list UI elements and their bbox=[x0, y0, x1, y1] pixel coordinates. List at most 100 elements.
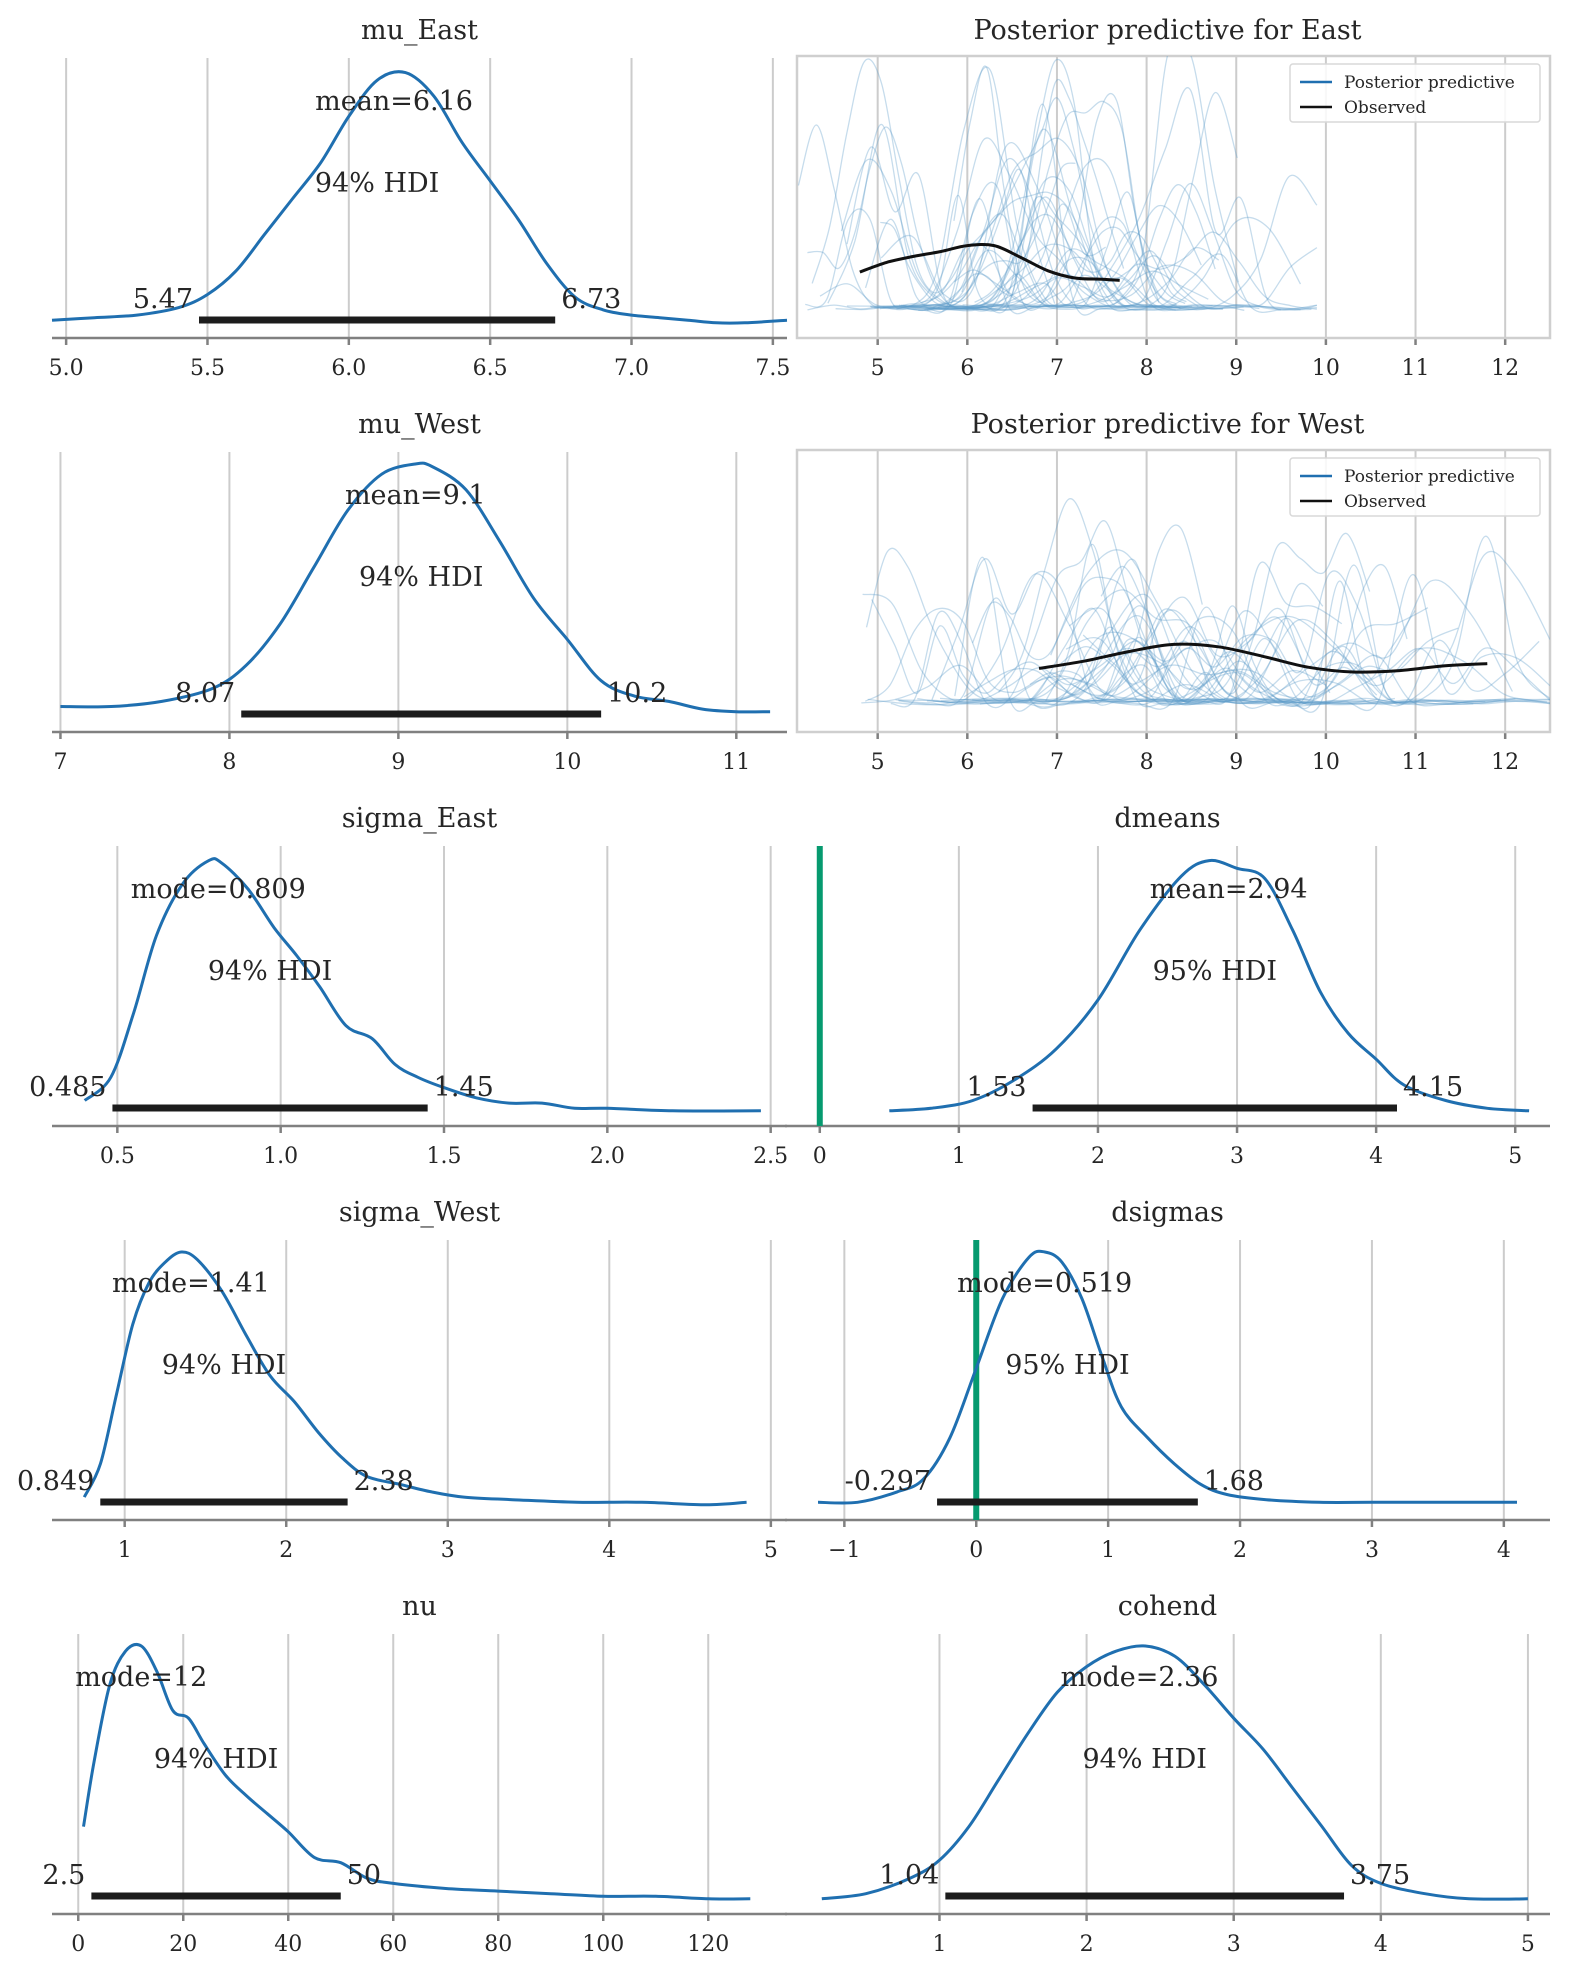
x-tick-label: 1 bbox=[932, 1932, 946, 1957]
posterior-predictive-line bbox=[1071, 570, 1474, 705]
x-tick-label: 1.0 bbox=[263, 1144, 298, 1169]
posterior-predictive-line bbox=[861, 652, 1327, 704]
x-tick-label: 6.0 bbox=[331, 356, 366, 381]
posterior-predictive-line bbox=[827, 123, 1205, 312]
x-tick-label: 11 bbox=[1402, 356, 1430, 381]
x-tick-label: 4 bbox=[602, 1538, 616, 1563]
panel-title: Posterior predictive for West bbox=[971, 409, 1365, 440]
x-tick-label: 5 bbox=[1521, 1932, 1535, 1957]
posterior-predictive-line bbox=[946, 243, 1301, 311]
x-tick-label: −1 bbox=[828, 1538, 860, 1563]
posterior-predictive-line bbox=[923, 174, 1318, 315]
observed-line bbox=[859, 242, 1120, 282]
x-tick-label: 8 bbox=[1140, 356, 1154, 381]
posterior-predictive-line bbox=[870, 196, 1199, 311]
hdi-label: 95% HDI bbox=[1005, 1350, 1129, 1381]
density-curve bbox=[60, 461, 771, 714]
legend: Posterior predictive Observed bbox=[1289, 63, 1541, 123]
panel-title: dsigmas bbox=[1111, 1197, 1224, 1228]
x-tick-label: 5 bbox=[764, 1538, 778, 1563]
point-estimate-label: mean=6.16 bbox=[315, 86, 473, 117]
x-tick-label: 3 bbox=[1230, 1144, 1244, 1169]
panel-ppc_west: Posterior predictive for West 5 6 7 8 9 10 11 12… bbox=[795, 409, 1552, 775]
density-curve bbox=[821, 1644, 1528, 1901]
panel-nu: nu 0 20 40 60 80 100 120 2.5 50 94% HDI mode=12 bbox=[42, 1591, 787, 1957]
posterior-predictive-line bbox=[921, 191, 1177, 309]
posterior-predictive-line bbox=[865, 547, 1159, 704]
panel-title: nu bbox=[402, 1591, 437, 1622]
posterior-predictive-line bbox=[1100, 564, 1408, 702]
posterior-predictive-line bbox=[892, 103, 1312, 316]
posterior-predictive-line bbox=[954, 184, 1216, 308]
posterior-predictive-line bbox=[864, 607, 1210, 705]
posterior-predictive-line bbox=[811, 58, 1056, 304]
hdi-lower-label: 8.07 bbox=[175, 678, 235, 709]
posterior-predictive-line bbox=[1005, 607, 1417, 707]
hdi-label: 94% HDI bbox=[359, 562, 483, 593]
observed-line bbox=[1038, 642, 1488, 674]
panel-mu_west: mu_West 7 8 9 10 11 8.07 10.2 94% HDI mean=9.1 bbox=[52, 409, 787, 775]
posterior-predictive-line bbox=[898, 524, 1203, 706]
panel-title: mu_West bbox=[358, 409, 481, 440]
posterior-predictive-line bbox=[961, 157, 1282, 311]
legend-box bbox=[1289, 457, 1541, 517]
x-tick-label: 2 bbox=[279, 1538, 293, 1563]
x-tick-label: 60 bbox=[379, 1932, 407, 1957]
x-tick-label: 7 bbox=[1050, 356, 1064, 381]
axes-frame bbox=[795, 448, 1552, 734]
hdi-lower-label: 2.5 bbox=[42, 1860, 85, 1891]
panel-title: mu_East bbox=[361, 15, 478, 46]
hdi-lower-label: 1.53 bbox=[966, 1072, 1026, 1103]
posterior-predictive-line bbox=[819, 249, 1209, 309]
hdi-lower-label: -0.297 bbox=[845, 1466, 931, 1497]
x-tick-label: 9 bbox=[391, 750, 405, 775]
legend-entry-predictive: Posterior predictive bbox=[1344, 73, 1515, 93]
posterior-predictive-line bbox=[797, 124, 1050, 311]
x-tick-label: 2 bbox=[1091, 1144, 1105, 1169]
posterior-predictive-line bbox=[1091, 550, 1550, 713]
legend: Posterior predictive Observed bbox=[1289, 457, 1541, 517]
x-tick-label: 1.5 bbox=[427, 1144, 462, 1169]
posterior-predictive-line bbox=[805, 203, 1106, 310]
x-tick-label: 40 bbox=[274, 1932, 302, 1957]
hdi-upper-label: 6.73 bbox=[561, 284, 621, 315]
x-tick-label: 120 bbox=[687, 1932, 729, 1957]
posterior-predictive-line bbox=[898, 93, 1177, 310]
x-tick-label: 2 bbox=[1233, 1538, 1247, 1563]
point-estimate-label: mode=0.809 bbox=[131, 874, 306, 905]
posterior-predictive-line bbox=[954, 231, 1317, 310]
posterior-predictive-line bbox=[895, 597, 1366, 710]
point-estimate-label: mode=2.36 bbox=[1061, 1662, 1219, 1693]
posterior-predictive-line bbox=[926, 92, 1238, 311]
posterior-predictive-line bbox=[1068, 573, 1550, 712]
posterior-predictive-line bbox=[880, 162, 1076, 307]
x-tick-label: 11 bbox=[722, 750, 750, 775]
panel-dmeans: dmeans 0 1 2 3 4 5 1.53 4.15 95% HDI mean=2.94 bbox=[785, 803, 1550, 1169]
posterior-predictive-line bbox=[807, 126, 1028, 311]
posterior-predictive-line bbox=[835, 248, 1245, 311]
posterior-predictive-line bbox=[880, 142, 1317, 311]
density-curve bbox=[83, 857, 761, 1113]
posterior-predictive-line bbox=[1082, 634, 1550, 705]
hdi-lower-label: 0.485 bbox=[29, 1072, 106, 1103]
x-tick-label: 3 bbox=[1365, 1538, 1379, 1563]
hdi-label: 94% HDI bbox=[208, 956, 332, 987]
posterior-predictive-line bbox=[864, 176, 1224, 310]
posterior-predictive-line bbox=[1045, 532, 1371, 708]
posterior-predictive-line bbox=[998, 498, 1331, 705]
panel-ppc_east: Posterior predictive for East 5 6 7 8 9 10 11 12… bbox=[795, 15, 1552, 381]
x-tick-label: 4 bbox=[1369, 1144, 1383, 1169]
density-curve bbox=[82, 1642, 751, 1901]
posterior-predictive-line bbox=[1072, 636, 1540, 707]
x-tick-label: 5 bbox=[1508, 1144, 1522, 1169]
x-tick-label: 2.0 bbox=[590, 1144, 625, 1169]
posterior-predictive-draws bbox=[861, 498, 1550, 713]
posterior-predictive-line bbox=[890, 520, 1225, 709]
x-tick-label: 100 bbox=[582, 1932, 624, 1957]
posterior-predictive-line bbox=[939, 579, 1513, 706]
panel-sigma_east: sigma_East 0.5 1.0 1.5 2.0 2.5 0.485 1.45 94% HD… bbox=[29, 803, 788, 1169]
x-tick-label: 6.5 bbox=[473, 356, 508, 381]
x-tick-label: 4 bbox=[1374, 1932, 1388, 1957]
x-tick-label: 10 bbox=[553, 750, 581, 775]
